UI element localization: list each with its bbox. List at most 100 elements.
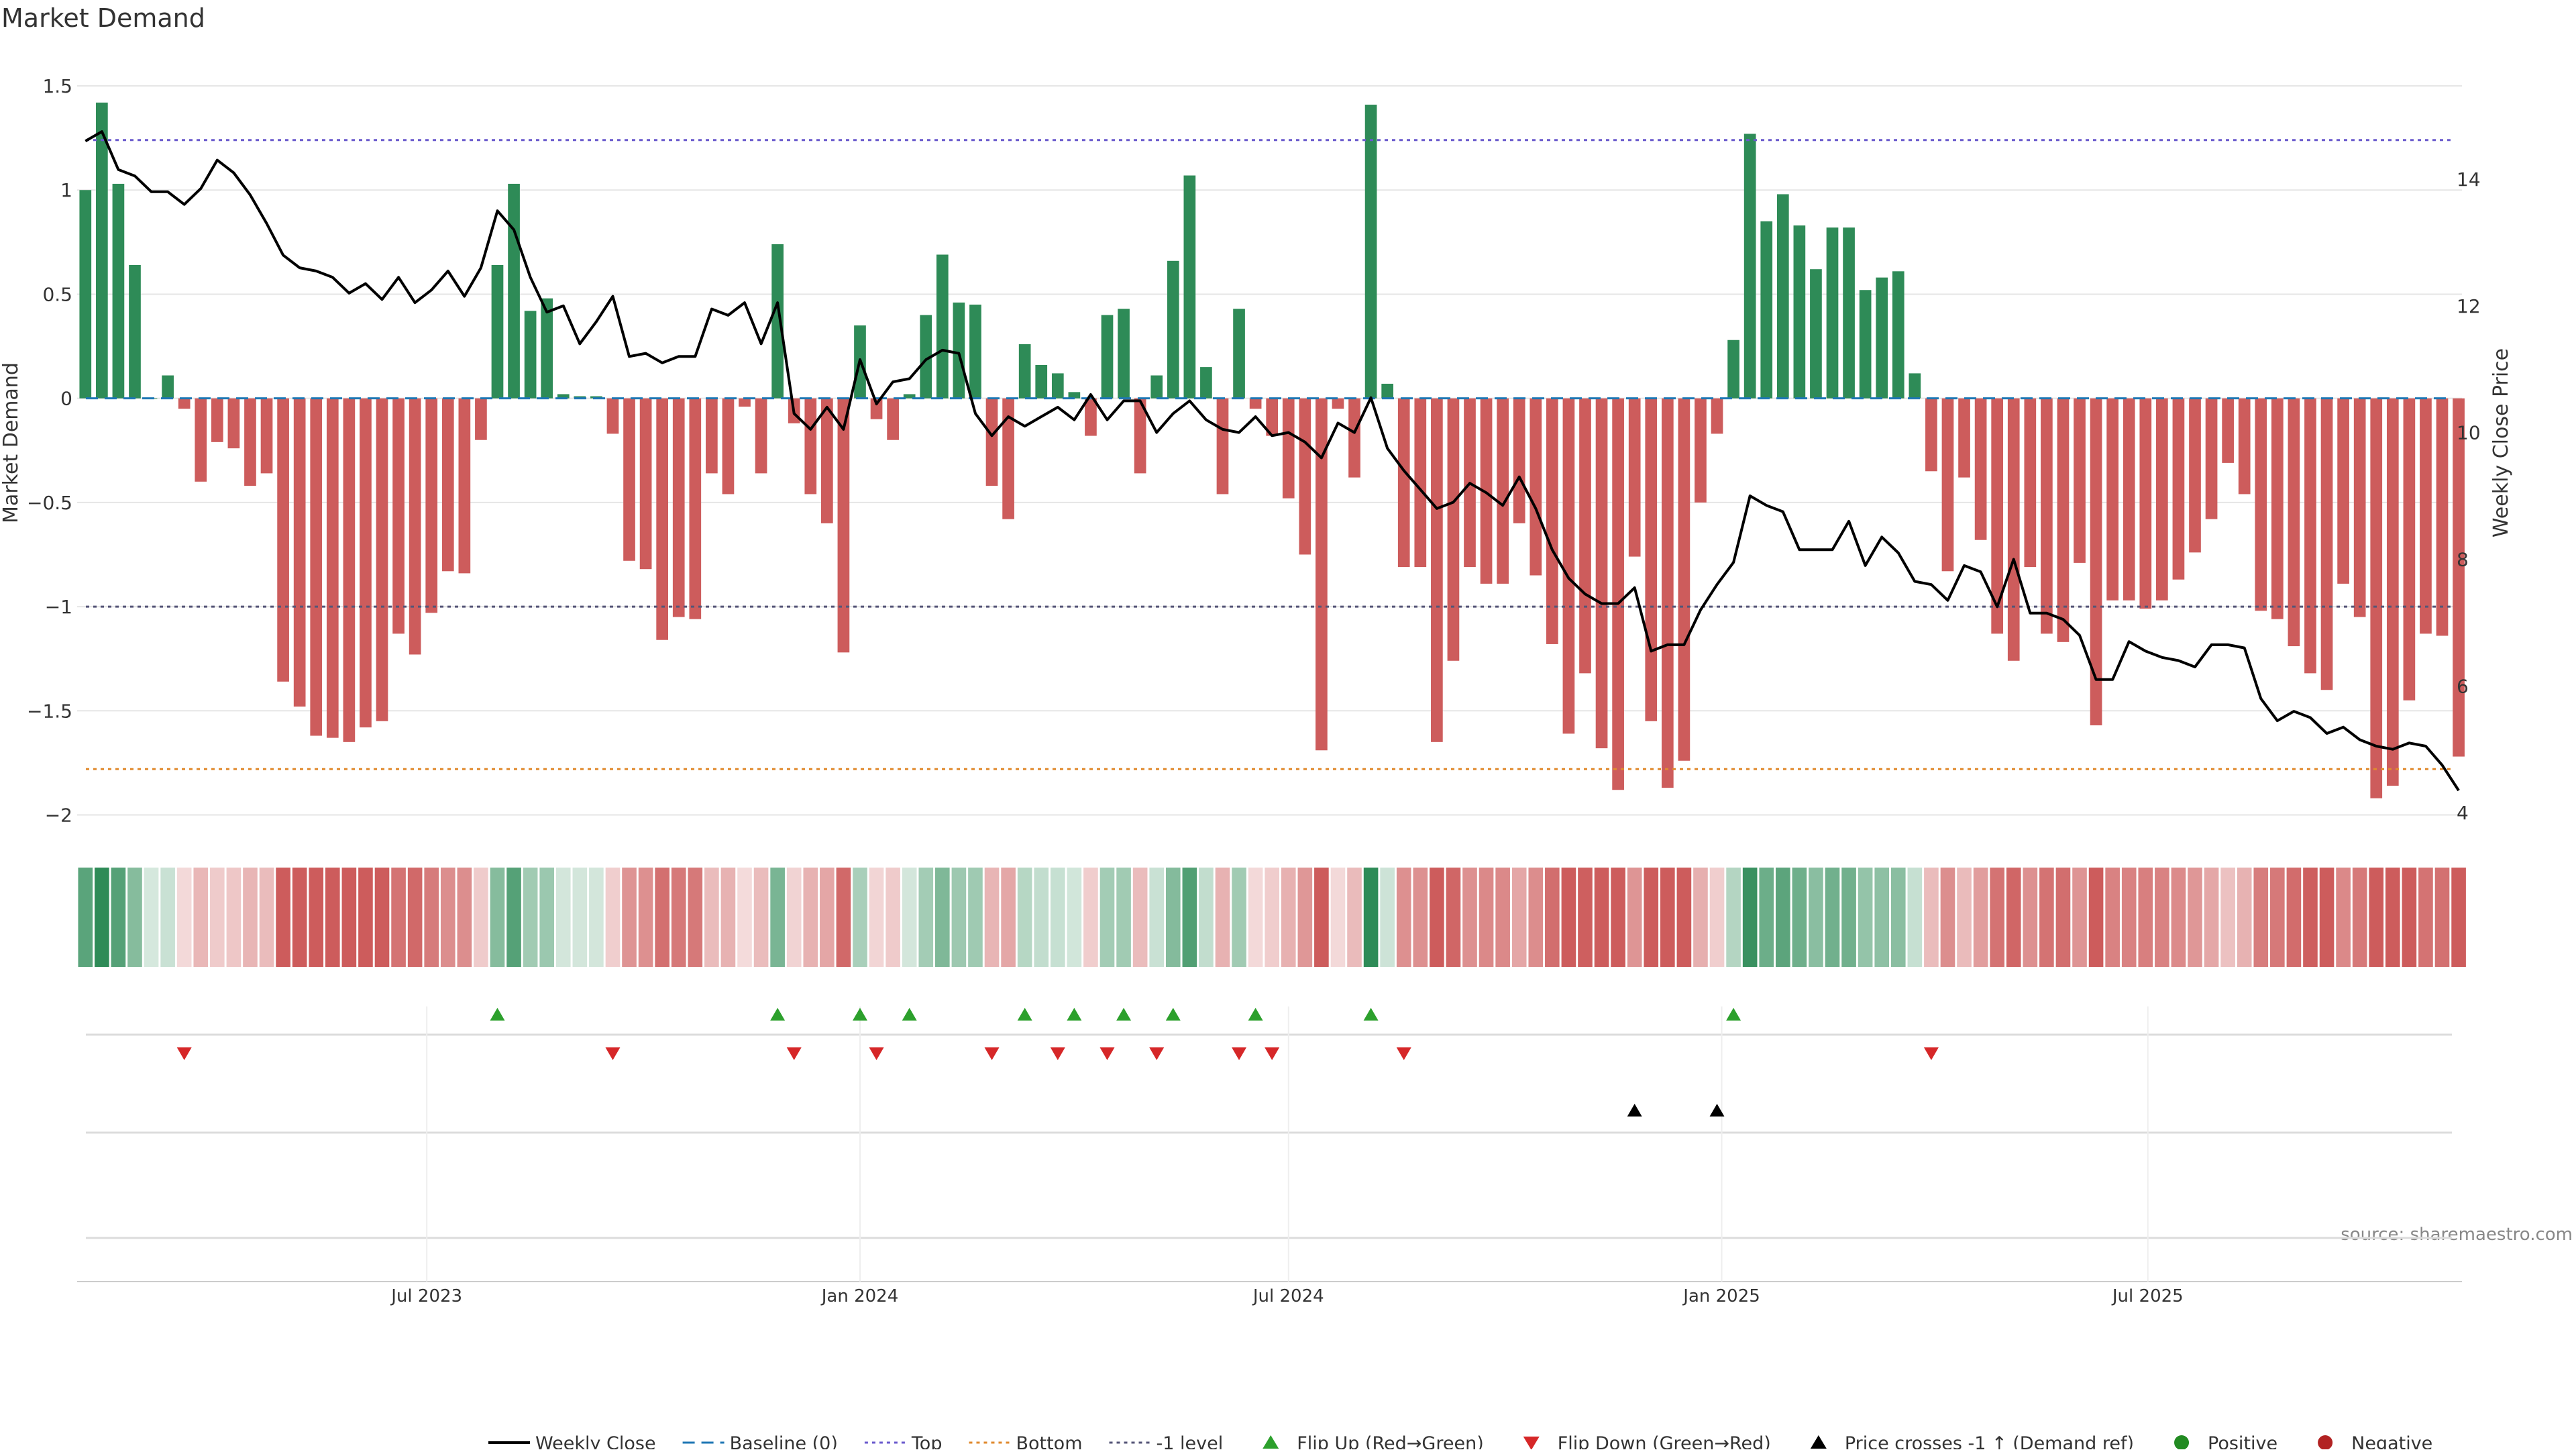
heat-cell [1462, 868, 1477, 967]
heat-cell [1017, 868, 1032, 967]
heat-cell [1611, 868, 1625, 967]
flip-down-marker [176, 1047, 192, 1060]
demand-bar [227, 398, 240, 449]
demand-bar [1743, 134, 1756, 399]
legend-label: Weekly Close [535, 1433, 656, 1449]
heat-cell [1083, 868, 1098, 967]
y2-tick-label: 4 [2457, 802, 2469, 824]
demand-bar [1216, 398, 1229, 495]
demand-bar [1513, 398, 1525, 523]
demand-bar [1035, 364, 1048, 399]
heat-cell [2121, 868, 2137, 967]
heat-cell [1578, 868, 1593, 967]
heat-cell [2072, 868, 2087, 967]
demand-bar [2353, 398, 2366, 617]
demand-bar [2320, 398, 2333, 690]
legend-label: Baseline (0) [730, 1433, 838, 1449]
demand-bar [475, 398, 487, 440]
demand-bar [2106, 398, 2119, 601]
heat-cell [1297, 868, 1313, 967]
demand-bar [1447, 398, 1460, 661]
demand-bar [1497, 398, 1509, 584]
heat-cell [589, 868, 604, 967]
heat-cell [2023, 868, 2038, 967]
demand-bar [804, 398, 817, 495]
y2-tick-label: 14 [2457, 168, 2481, 191]
heat-cell [1265, 868, 1279, 967]
x-ticks: Jul 2023 Jan 2024 Jul 2024 Jan 2025 Jul 2025 [390, 1286, 2183, 1306]
heat-cell [259, 868, 274, 967]
demand-bar [903, 394, 916, 399]
heat-cell [160, 868, 175, 967]
demand-bar [2271, 398, 2284, 619]
heat-cell [341, 868, 357, 967]
y-tick-label: −1.5 [27, 700, 72, 722]
x-tick-label: Jul 2025 [2111, 1286, 2184, 1306]
heat-cell [1561, 868, 1576, 967]
flip-up-marker [1165, 1008, 1181, 1021]
heat-cell [78, 868, 93, 967]
heat-cell [918, 868, 934, 967]
demand-bar [2123, 398, 2135, 601]
demand-bar [1397, 398, 1410, 568]
demand-bar [1529, 398, 1542, 576]
heat-cell [1248, 868, 1263, 967]
demand-bar [178, 398, 191, 409]
demand-bar [1299, 398, 1311, 555]
flip-up-marker [852, 1008, 867, 1021]
demand-bar [1266, 398, 1279, 436]
demand-bar [96, 102, 108, 399]
demand-bar [1233, 309, 1245, 399]
demand-bar [2074, 398, 2086, 563]
demand-bar [1645, 398, 1658, 721]
demand-bar [1085, 398, 1097, 436]
heat-cell [1792, 868, 1807, 967]
legend-label: Top [911, 1433, 943, 1449]
demand-bar [1678, 398, 1690, 761]
heat-cell [820, 868, 835, 967]
demand-bar [162, 375, 174, 399]
heat-cell [770, 868, 785, 967]
demand-bar [870, 398, 883, 419]
demand-bar [557, 394, 570, 399]
heat-cell [1215, 868, 1230, 967]
heat-cell [1199, 868, 1214, 967]
flip-down-marker [605, 1047, 621, 1060]
heat-cell [1132, 868, 1148, 967]
y2-tick-label: 12 [2457, 295, 2481, 317]
demand-bar [2041, 398, 2053, 634]
heat-cell [474, 868, 488, 967]
demand-bar [1316, 398, 1328, 751]
legend-swatch [1523, 1437, 1540, 1450]
heat-cell [127, 868, 142, 967]
demand-bar [1876, 277, 1888, 399]
demand-bar [129, 264, 141, 399]
heat-cell [407, 868, 423, 967]
heat-cell [2055, 868, 2071, 967]
heat-cell [1676, 868, 1692, 967]
heat-cell [1347, 868, 1362, 967]
heat-cell [935, 868, 950, 967]
legend-swatch [1810, 1435, 1827, 1449]
demand-bar [2007, 398, 2020, 661]
source-label: source: sharemaestro.com [2341, 1225, 2573, 1245]
price-cross-marker [1709, 1104, 1725, 1117]
demand-bar [1332, 398, 1344, 409]
heat-cell [1545, 868, 1560, 967]
demand-bar [293, 398, 306, 707]
chart-title: Market Demand [1, 3, 205, 33]
demand-bar [2436, 398, 2449, 636]
heat-cell [2204, 868, 2219, 967]
demand-bar [343, 398, 356, 742]
flip-down-marker [1099, 1047, 1115, 1060]
flip-down-marker [984, 1047, 1000, 1060]
demand-bar [409, 398, 421, 655]
demand-bar [195, 398, 207, 482]
heat-cell [490, 868, 505, 967]
heat-cell [1907, 868, 1923, 967]
demand-bar [1661, 398, 1674, 788]
heat-cell [1281, 868, 1296, 967]
heat-cell [753, 868, 769, 967]
flip-up-marker [490, 1008, 505, 1021]
flip-down-marker [869, 1047, 884, 1060]
